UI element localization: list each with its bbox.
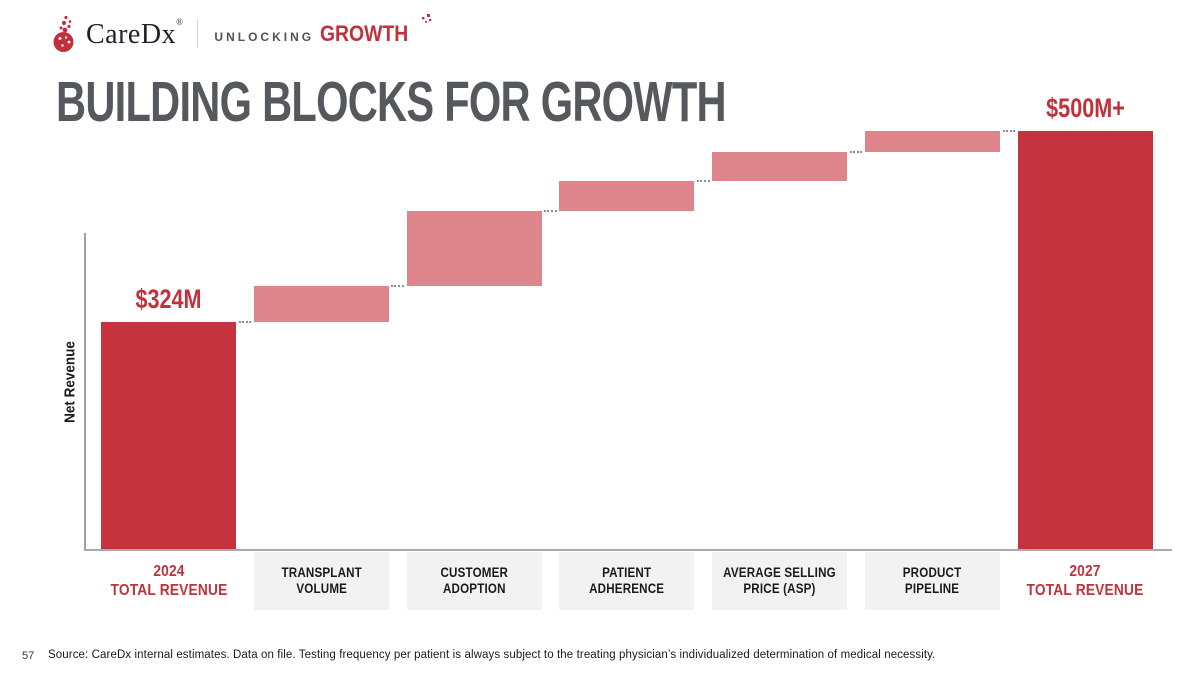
growth-pixel-dots-icon [422,14,432,23]
waterfall-connector [849,151,863,154]
category-label-product-pipeline: PRODUCT PIPELINE [865,552,1000,610]
logo: CareDx® UNLOCKING GROWTH [52,13,432,55]
category-label-text: PRODUCT PIPELINE [903,564,962,596]
brand-name: CareDx® [86,17,184,50]
category-label-text: 2024 TOTAL REVENUE [110,562,227,599]
waterfall-connector [1002,130,1016,133]
category-label-revenue-2024: 2024 TOTAL REVENUE [101,552,236,610]
category-label-text: 2027 TOTAL REVENUE [1026,562,1144,599]
tagline-growth: GROWTH [320,21,409,46]
category-label-average-selling-price: AVERAGE SELLING PRICE (ASP) [712,552,848,610]
waterfall-bar-revenue-2027 [1017,131,1153,549]
page-title: BUILDING BLOCKS FOR GROWTH [56,70,727,134]
category-label-text: TRANSPLANT VOLUME [281,564,362,596]
waterfall-connector [544,210,557,213]
tagline: UNLOCKING GROWTH [214,14,432,47]
source-note: Source: CareDx internal estimates. Data … [48,649,936,661]
y-axis-line [84,233,86,550]
logo-divider [197,20,199,48]
waterfall-bar-patient-adherence [559,181,695,212]
registered-mark: ® [176,17,184,27]
waterfall-connector [696,180,710,183]
category-label-transplant-volume: TRANSPLANT VOLUME [253,552,389,610]
y-axis-label: Net Revenue [61,341,79,423]
category-label-text: AVERAGE SELLING PRICE (ASP) [723,564,837,596]
waterfall-connector [238,321,252,323]
waterfall-connector [391,285,405,288]
waterfall-bar-customer-adoption [406,211,542,287]
waterfall-bar-revenue-2024 [101,322,236,549]
category-label-revenue-2027: 2027 TOTAL REVENUE [1018,552,1153,610]
page-number: 57 [22,650,35,662]
waterfall-bar-product-pipeline [865,131,1000,153]
x-axis-line [84,549,1172,551]
category-label-patient-adherence: PATIENT ADHERENCE [559,552,695,610]
tagline-prefix: UNLOCKING [214,30,315,44]
waterfall-bar-average-selling-price [712,152,848,182]
value-label-revenue-2024: $324M [135,284,202,314]
category-label-text: CUSTOMER ADOPTION [440,564,508,596]
waterfall-bar-transplant-volume [253,286,389,322]
caredx-droplet-icon [53,15,74,52]
category-label-customer-adoption: CUSTOMER ADOPTION [406,552,542,610]
category-label-text: PATIENT ADHERENCE [589,564,665,596]
value-label-revenue-2027: $500M+ [1045,93,1125,124]
